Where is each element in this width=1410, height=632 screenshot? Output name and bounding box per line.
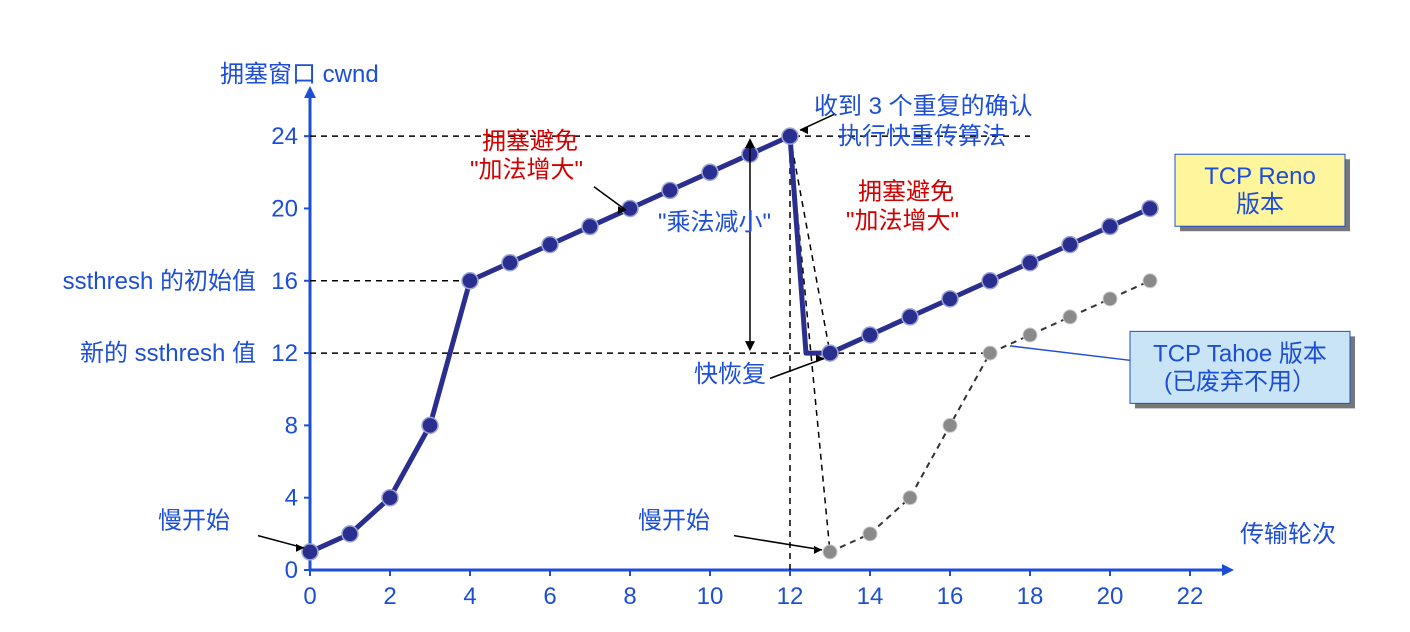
x-tick-label: 0 xyxy=(303,583,316,610)
anno-slowstart-l: 慢开始 xyxy=(158,507,230,534)
anno-dup-ack-2: 执行快重传算法 xyxy=(838,123,1006,150)
legend-reno-l1: TCP Reno xyxy=(1204,163,1316,190)
tahoe-line xyxy=(830,281,1150,552)
reno-marker xyxy=(822,345,838,361)
tahoe-marker xyxy=(823,545,837,559)
reno-marker xyxy=(582,219,598,235)
anno-mult-decrease: "乘法减小" xyxy=(658,209,771,236)
y-tick-label: 4 xyxy=(285,485,298,512)
y-tick-label: 8 xyxy=(285,412,298,439)
y-axis-title: 拥塞窗口 cwnd xyxy=(220,61,379,88)
x-tick-label: 14 xyxy=(857,583,884,610)
anno-slowstart-m: 慢开始 xyxy=(638,507,710,534)
y-tick-label: 12 xyxy=(271,340,298,367)
tahoe-marker xyxy=(1063,310,1077,324)
tahoe-marker xyxy=(1143,274,1157,288)
y-tick-label: 24 xyxy=(271,123,298,150)
x-tick-label: 10 xyxy=(697,583,724,610)
x-axis-title: 传输轮次 xyxy=(1240,521,1336,548)
reno-marker xyxy=(342,526,358,542)
reno-marker xyxy=(422,417,438,433)
x-tick-label: 16 xyxy=(937,583,964,610)
x-tick-label: 18 xyxy=(1017,583,1044,610)
tahoe-marker xyxy=(863,527,877,541)
anno-congavoid-r2: "加法增大" xyxy=(846,207,959,234)
reno-marker xyxy=(982,273,998,289)
tcp-congestion-chart: 024681012141618202204812162024拥塞窗口 cwnd传… xyxy=(0,0,1410,632)
reno-marker xyxy=(502,255,518,271)
x-tick-label: 4 xyxy=(463,583,476,610)
y-side-label: ssthresh 的初始值 xyxy=(63,268,256,295)
reno-marker xyxy=(462,273,478,289)
reno-marker xyxy=(302,544,318,560)
x-tick-label: 20 xyxy=(1097,583,1124,610)
reno-marker xyxy=(902,309,918,325)
reno-marker xyxy=(862,327,878,343)
y-tick-label: 20 xyxy=(271,195,298,222)
x-tick-label: 22 xyxy=(1177,583,1204,610)
reno-marker xyxy=(702,164,718,180)
y-tick-label: 16 xyxy=(271,268,298,295)
anno-congavoid-l1: 拥塞避免 xyxy=(482,128,578,155)
y-side-label: 新的 ssthresh 值 xyxy=(80,340,256,367)
reno-marker xyxy=(782,128,798,144)
legend-tahoe-l2: (已废弃不用） xyxy=(1164,368,1316,395)
legend-tahoe-connector xyxy=(1010,346,1130,360)
reno-marker xyxy=(382,490,398,506)
tahoe-marker xyxy=(903,491,917,505)
reno-line-1 xyxy=(310,136,790,552)
anno-congavoid-l2: "加法增大" xyxy=(470,157,583,184)
legend-reno-l2: 版本 xyxy=(1236,191,1284,218)
anno-congavoid-r1: 拥塞避免 xyxy=(858,178,954,205)
x-tick-label: 12 xyxy=(777,583,804,610)
reno-marker xyxy=(542,237,558,253)
reno-marker xyxy=(1022,255,1038,271)
x-tick-label: 2 xyxy=(383,583,396,610)
chart-svg: 024681012141618202204812162024拥塞窗口 cwnd传… xyxy=(0,0,1410,632)
y-tick-label: 0 xyxy=(285,557,298,584)
reno-marker xyxy=(1062,237,1078,253)
x-tick-label: 8 xyxy=(623,583,636,610)
reno-marker xyxy=(942,291,958,307)
reno-marker xyxy=(1142,200,1158,216)
anno-dup-ack-1: 收到 3 个重复的确认 xyxy=(814,93,1033,120)
reno-marker xyxy=(1102,219,1118,235)
tahoe-marker xyxy=(943,418,957,432)
tahoe-marker xyxy=(1103,292,1117,306)
x-tick-label: 6 xyxy=(543,583,556,610)
tahoe-marker xyxy=(983,346,997,360)
tahoe-marker xyxy=(1023,328,1037,342)
anno-fast-recovery: 快恢复 xyxy=(694,361,766,388)
legend-tahoe-l1: TCP Tahoe 版本 xyxy=(1153,340,1327,367)
reno-marker xyxy=(662,182,678,198)
